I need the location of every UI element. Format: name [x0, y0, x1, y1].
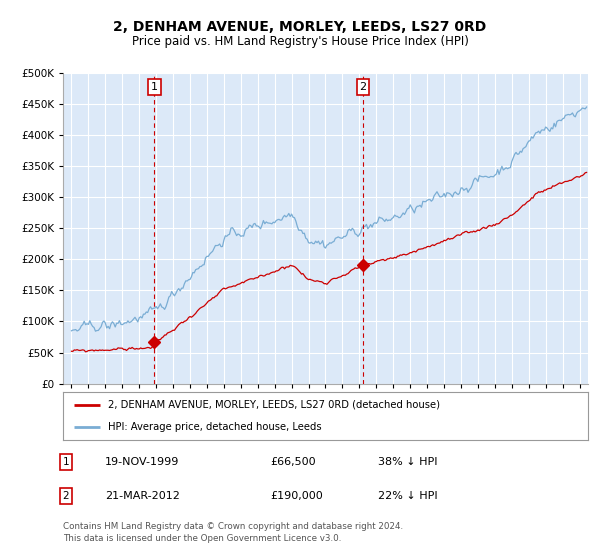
Text: £190,000: £190,000: [270, 491, 323, 501]
Text: HPI: Average price, detached house, Leeds: HPI: Average price, detached house, Leed…: [107, 422, 321, 432]
Text: 38% ↓ HPI: 38% ↓ HPI: [378, 457, 437, 467]
Text: 22% ↓ HPI: 22% ↓ HPI: [378, 491, 437, 501]
Text: Contains HM Land Registry data © Crown copyright and database right 2024.
This d: Contains HM Land Registry data © Crown c…: [63, 522, 403, 543]
Text: £66,500: £66,500: [270, 457, 316, 467]
Text: 2: 2: [359, 82, 367, 92]
Text: Price paid vs. HM Land Registry's House Price Index (HPI): Price paid vs. HM Land Registry's House …: [131, 35, 469, 48]
Text: 2: 2: [62, 491, 70, 501]
Text: 2, DENHAM AVENUE, MORLEY, LEEDS, LS27 0RD (detached house): 2, DENHAM AVENUE, MORLEY, LEEDS, LS27 0R…: [107, 400, 440, 410]
Text: 1: 1: [62, 457, 70, 467]
Text: 21-MAR-2012: 21-MAR-2012: [105, 491, 180, 501]
Text: 2, DENHAM AVENUE, MORLEY, LEEDS, LS27 0RD: 2, DENHAM AVENUE, MORLEY, LEEDS, LS27 0R…: [113, 20, 487, 34]
Text: 1: 1: [151, 82, 158, 92]
Text: 19-NOV-1999: 19-NOV-1999: [105, 457, 179, 467]
Bar: [154, 73, 363, 384]
